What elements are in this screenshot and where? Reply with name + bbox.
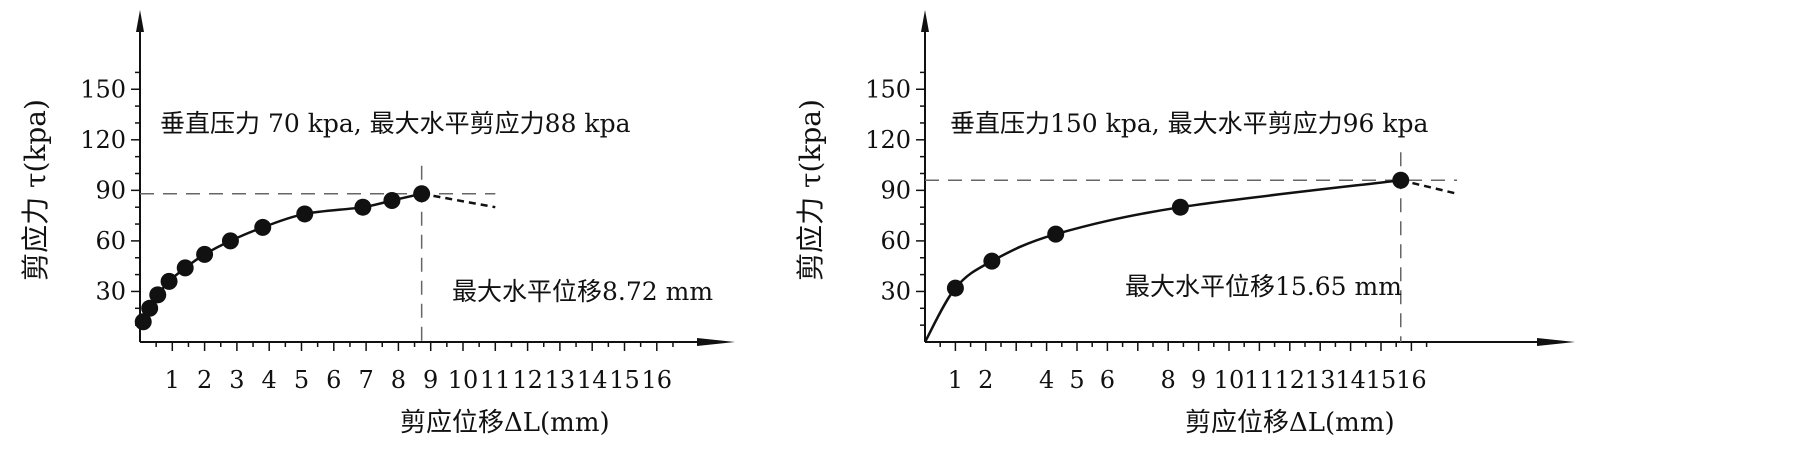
x-tick-label: 16 <box>1396 366 1427 394</box>
x-tick-label: 9 <box>423 366 438 394</box>
data-point <box>946 279 964 297</box>
y-tick-label: 60 <box>95 227 126 255</box>
x-tick-label: 10 <box>1214 366 1245 394</box>
y-axis-arrow <box>136 10 144 32</box>
y-axis-label: 剪应力 τ(kpa) <box>794 99 827 281</box>
y-tick-label: 30 <box>95 277 126 305</box>
y-tick-label: 120 <box>80 126 126 154</box>
data-point <box>149 286 167 304</box>
annotation-max-shear: 垂直压力150 kpa, 最大水平剪应力96 kpa <box>950 109 1429 138</box>
x-tick-label: 6 <box>326 366 341 394</box>
data-point <box>383 191 401 209</box>
x-tick-label: 7 <box>358 366 373 394</box>
y-tick-label: 90 <box>880 176 911 204</box>
data-point <box>254 218 272 236</box>
y-tick-label: 120 <box>865 126 911 154</box>
data-point <box>1392 171 1410 189</box>
x-axis-arrow <box>1537 338 1575 346</box>
x-tick-label: 12 <box>1275 366 1306 394</box>
data-point <box>983 252 1001 270</box>
data-point <box>221 232 239 250</box>
y-axis-label: 剪应力 τ(kpa) <box>19 99 52 281</box>
x-tick-label: 11 <box>480 366 511 394</box>
x-tick-label: 5 <box>1069 366 1084 394</box>
x-tick-label: 6 <box>1100 366 1115 394</box>
annotation-max-displacement: 最大水平位移15.65 mm <box>1125 272 1402 301</box>
data-point <box>176 259 194 277</box>
y-tick-label: 60 <box>880 227 911 255</box>
x-axis-label: 剪应位移ΔL(mm) <box>1185 408 1395 438</box>
x-tick-label: 15 <box>609 366 640 394</box>
x-tick-label: 4 <box>262 366 277 394</box>
x-tick-label: 14 <box>577 366 608 394</box>
y-tick-label: 30 <box>880 277 911 305</box>
data-point <box>141 299 159 317</box>
x-tick-label: 9 <box>1191 366 1206 394</box>
x-tick-label: 10 <box>448 366 479 394</box>
stress-displacement-curve <box>142 192 422 323</box>
y-tick-label: 90 <box>95 176 126 204</box>
x-tick-label: 12 <box>512 366 543 394</box>
x-tick-label: 2 <box>978 366 993 394</box>
annotation-max-shear: 垂直压力 70 kpa, 最大水平剪应力88 kpa <box>160 109 631 138</box>
x-tick-label: 5 <box>294 366 309 394</box>
y-axis-arrow <box>921 10 929 32</box>
y-tick-label: 150 <box>80 75 126 103</box>
data-point <box>296 205 314 223</box>
x-tick-label: 16 <box>642 366 673 394</box>
data-point <box>354 198 372 216</box>
annotation-max-displacement: 最大水平位移8.72 mm <box>452 277 713 306</box>
x-tick-label: 4 <box>1039 366 1054 394</box>
x-tick-label: 3 <box>229 366 244 394</box>
data-point <box>1047 225 1065 243</box>
x-tick-label: 14 <box>1335 366 1366 394</box>
x-tick-label: 11 <box>1244 366 1275 394</box>
post-peak-line <box>421 192 496 209</box>
data-point <box>160 272 178 290</box>
x-tick-label: 13 <box>1305 366 1336 394</box>
x-tick-label: 2 <box>197 366 212 394</box>
data-point <box>1171 198 1189 216</box>
data-point <box>196 245 214 263</box>
data-point <box>134 313 152 331</box>
x-tick-label: 13 <box>545 366 576 394</box>
x-tick-label: 8 <box>1161 366 1176 394</box>
x-tick-label: 15 <box>1366 366 1397 394</box>
data-point <box>413 185 431 203</box>
x-axis-label: 剪应位移ΔL(mm) <box>400 408 610 438</box>
y-tick-label: 150 <box>865 75 911 103</box>
x-axis-arrow <box>697 338 735 346</box>
post-peak-line <box>1400 179 1458 195</box>
x-tick-label: 1 <box>948 366 963 394</box>
x-tick-label: 1 <box>165 366 180 394</box>
x-tick-label: 8 <box>391 366 406 394</box>
